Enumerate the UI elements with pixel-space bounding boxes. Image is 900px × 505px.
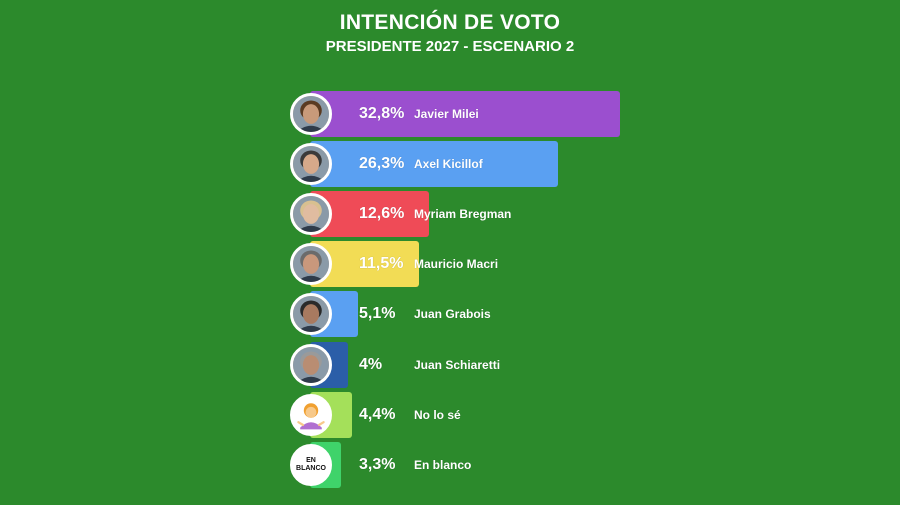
- category-label: Juan Grabois: [414, 307, 491, 322]
- badge-text: BLANCO: [296, 464, 326, 472]
- avatar-photo-icon: [290, 293, 332, 336]
- category-label: Mauricio Macri: [414, 257, 499, 272]
- avatar-photo-icon: [290, 243, 332, 286]
- avatar-photo-icon: [290, 193, 332, 236]
- value-label: 5,1%: [359, 305, 396, 323]
- value-label: 11,5%: [359, 255, 404, 273]
- bar: [310, 141, 559, 188]
- avatar-photo-icon: [290, 343, 332, 386]
- avatar-photo-icon: [290, 143, 332, 186]
- value-label: 3,3%: [359, 455, 396, 473]
- value-label: 4%: [359, 355, 383, 373]
- badge-text: EN: [306, 456, 316, 464]
- category-label: No lo sé: [414, 407, 461, 422]
- value-label: 26,3%: [359, 155, 405, 173]
- chart-subtitle: PRESIDENTE 2027 - ESCENARIO 2: [325, 38, 575, 55]
- value-label: 32,8%: [359, 105, 405, 122]
- category-label: Javier Milei: [414, 107, 479, 121]
- bar: [310, 91, 620, 137]
- value-label: 4,4%: [359, 405, 396, 423]
- value-label: 12,6%: [359, 205, 405, 223]
- chart-titles: INTENCIÓN DE VOTO PRESIDENTE 2027 - ESCE…: [0, 10, 900, 57]
- category-label: Myriam Bregman: [414, 207, 512, 222]
- category-label: Axel Kicillof: [414, 157, 483, 172]
- shrugging-person-icon: [290, 393, 332, 436]
- chart-title: INTENCIÓN DE VOTO: [339, 11, 561, 34]
- en-blanco-badge-icon: EN BLANCO: [290, 443, 332, 486]
- category-label: En blanco: [414, 457, 472, 472]
- avatar-photo-icon: [290, 93, 332, 135]
- category-label: Juan Schiaretti: [414, 357, 501, 372]
